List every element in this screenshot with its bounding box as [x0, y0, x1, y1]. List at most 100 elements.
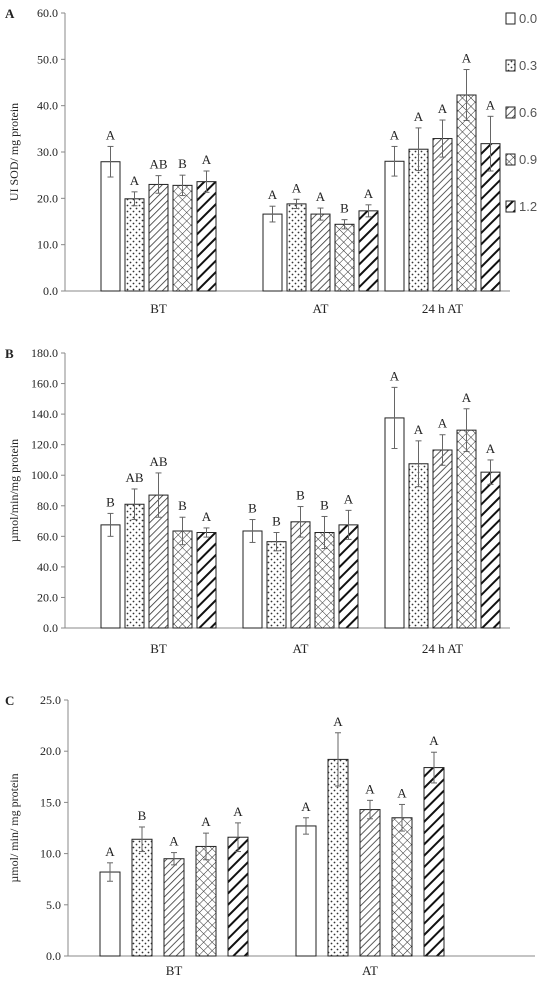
bar [327, 758, 349, 957]
significance-letter: A [169, 834, 179, 849]
legend-label: 0.3 [519, 58, 537, 73]
y-tick-label: 20.0 [37, 191, 58, 205]
y-tick-label: 100.0 [31, 468, 58, 482]
significance-letter: B [178, 156, 187, 171]
bar [286, 203, 307, 292]
bar [391, 817, 413, 957]
significance-letter: A [106, 127, 116, 142]
significance-letter: A [365, 781, 375, 796]
significance-letter: A [414, 109, 424, 124]
bar [295, 825, 317, 957]
significance-letter: B [248, 501, 257, 516]
bar [266, 541, 287, 629]
x-category-label: AT [293, 641, 309, 656]
bar [384, 417, 405, 629]
y-tick-label: 80.0 [37, 499, 58, 513]
y-tick-label: 0.0 [43, 621, 58, 635]
bar [124, 198, 145, 292]
y-tick-label: 20.0 [40, 744, 61, 758]
x-category-label: 24 h AT [422, 641, 463, 656]
significance-letter: A [202, 509, 212, 524]
bar [384, 160, 405, 292]
bar [148, 183, 169, 292]
legend-label: 0.6 [519, 105, 537, 120]
significance-letter: A [438, 416, 448, 431]
x-category-label: AT [313, 301, 329, 316]
significance-letter: AB [125, 470, 143, 485]
y-tick-label: 120.0 [31, 438, 58, 452]
significance-letter: B [340, 201, 349, 216]
significance-letter: A [414, 422, 424, 437]
bar [100, 524, 121, 629]
legend: 0.0 0.3 0.6 0.9 1.2 [505, 11, 537, 214]
legend-label: 0.0 [519, 11, 537, 26]
y-tick-label: 140.0 [31, 407, 58, 421]
bar [227, 836, 249, 957]
panel-letter: A [5, 6, 15, 21]
bar [172, 184, 193, 292]
chart-panel-a: A 0.0 10.0 20.0 30.0 40.0 50.0 60.0 UI SOD/ mg p… [5, 6, 510, 316]
bar [196, 532, 217, 629]
significance-letter: A [344, 491, 354, 506]
bar [262, 213, 283, 292]
significance-letter: A [233, 804, 243, 819]
bar [195, 845, 217, 957]
significance-letter: A [462, 390, 472, 405]
significance-letter: A [301, 799, 311, 814]
bar [338, 524, 359, 629]
significance-letter: A [292, 180, 302, 195]
bar [432, 138, 453, 292]
significance-letter: B [320, 497, 329, 512]
x-category-label: BT [166, 963, 183, 978]
bar [290, 521, 311, 629]
y-tick-label: 50.0 [37, 52, 58, 66]
y-axis-label: UI SOD/ mg protein [7, 103, 21, 201]
bar [310, 213, 331, 292]
y-tick-label: 40.0 [37, 560, 58, 574]
legend-label: 0.9 [519, 152, 537, 167]
legend-swatch [505, 153, 516, 166]
y-tick-label: 180.0 [31, 346, 58, 360]
significance-letter: B [272, 514, 281, 529]
bar [408, 463, 429, 629]
bar [131, 838, 153, 957]
bar [480, 471, 501, 629]
bar [359, 809, 381, 957]
legend-swatch [505, 200, 516, 213]
y-tick-label: 5.0 [46, 898, 61, 912]
significance-letter: B [138, 808, 147, 823]
bar [163, 858, 185, 957]
bar [99, 871, 121, 957]
significance-letter: A [364, 186, 374, 201]
y-axis-label: µmol/min/mg protein [7, 439, 21, 542]
significance-letter: A [201, 814, 211, 829]
bar [100, 161, 121, 292]
significance-letter: A [397, 785, 407, 800]
bar [196, 181, 217, 292]
y-tick-label: 10.0 [37, 238, 58, 252]
x-category-label: BT [150, 641, 167, 656]
significance-letter: A [429, 733, 439, 748]
x-category-label: BT [150, 301, 167, 316]
y-axis-label: µmol/ min/ mg protein [7, 773, 21, 882]
y-tick-label: 40.0 [37, 99, 58, 113]
bar [124, 503, 145, 629]
chart-panel-b: B 0.0 20.0 40.0 60.0 80.0 100.0 120.0 140.0 160.0… [5, 346, 510, 656]
y-tick-label: 160.0 [31, 377, 58, 391]
y-tick-label: 15.0 [40, 795, 61, 809]
y-tick-label: 25.0 [40, 693, 61, 707]
significance-letter: B [178, 498, 187, 513]
bar [172, 530, 193, 629]
y-tick-label: 0.0 [43, 284, 58, 298]
bar [334, 223, 355, 292]
bar [456, 94, 477, 292]
significance-letter: A [390, 368, 400, 383]
x-category-label: AT [362, 963, 378, 978]
legend-swatch [505, 12, 516, 25]
bar [242, 530, 263, 629]
significance-letter: A [202, 152, 212, 167]
significance-letter: A [268, 187, 278, 202]
significance-letter: AB [149, 157, 167, 172]
